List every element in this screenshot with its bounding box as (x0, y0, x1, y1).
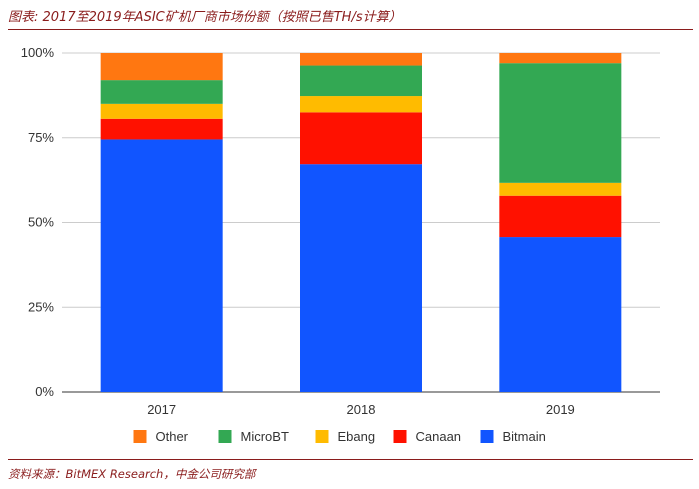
source-note: 资料来源：BitMEX Research，中金公司研究部 (8, 467, 256, 481)
bar-segment-bitmain-2017 (100, 139, 223, 392)
bar-segment-microbt-2017 (100, 80, 223, 104)
legend-label-ebang: Ebang (338, 429, 376, 444)
y-tick-label: 0% (35, 384, 54, 399)
bar-segment-bitmain-2018 (300, 164, 422, 392)
y-axis-ticks: 0% 25% 50% 75% 100% (21, 45, 55, 399)
chart-title: 图表: 2017至2019年ASIC矿机厂商市场份额（按照已售TH/s计算） (8, 10, 402, 25)
bar-segment-microbt-2018 (300, 65, 422, 97)
x-tick-label: 2018 (347, 402, 376, 417)
legend-label-canaan: Canaan (416, 429, 462, 444)
legend-swatch-microbt (218, 430, 232, 443)
bar-segment-ebang-2019 (499, 182, 622, 196)
legend-swatch-canaan (393, 430, 407, 443)
y-tick-label: 25% (28, 299, 54, 314)
bar-segment-other-2019 (499, 53, 622, 64)
bar-segment-microbt-2019 (499, 63, 622, 183)
bar-segment-other-2018 (300, 53, 422, 66)
bar-segment-bitmain-2019 (499, 237, 622, 392)
x-axis-ticks: 2017 2018 2019 (147, 402, 575, 417)
bar-segment-canaan-2019 (499, 195, 622, 238)
y-tick-label: 75% (28, 130, 54, 145)
legend-swatch-bitmain (480, 430, 494, 443)
legend-swatch-ebang (315, 430, 329, 443)
bars (100, 53, 622, 392)
legend-label-other: Other (156, 429, 189, 444)
legend-label-microbt: MicroBT (241, 429, 289, 444)
bar-segment-other-2017 (100, 53, 223, 81)
legend-label-bitmain: Bitmain (503, 429, 546, 444)
bar-segment-canaan-2017 (100, 118, 223, 140)
legend: Other MicroBT Ebang Canaan Bitmain (133, 429, 546, 444)
bar-segment-ebang-2018 (300, 96, 422, 113)
y-tick-label: 100% (21, 45, 55, 60)
title-divider (8, 29, 693, 30)
x-tick-label: 2017 (147, 402, 176, 417)
x-tick-label: 2019 (546, 402, 575, 417)
footer-divider (8, 459, 693, 460)
y-tick-label: 50% (28, 215, 54, 230)
bar-segment-canaan-2018 (300, 112, 422, 165)
bar-segment-ebang-2017 (100, 103, 223, 119)
legend-swatch-other (133, 430, 147, 443)
